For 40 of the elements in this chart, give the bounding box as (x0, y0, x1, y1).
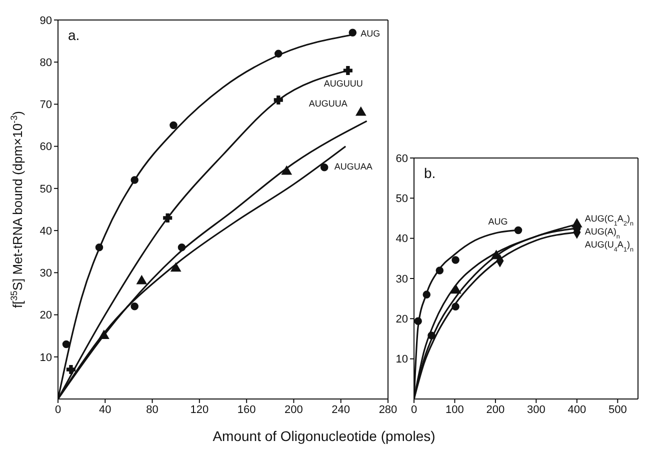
x-tick-label: 100 (446, 404, 464, 416)
x-axis-title: Amount of Oligonucleotide (pmoles) (212, 428, 436, 444)
x-tick-label: 80 (146, 404, 158, 416)
y-tick-label: 90 (40, 14, 52, 27)
series-label: AUGUUU (324, 78, 363, 89)
y-tick-label: 30 (396, 273, 408, 286)
y-tick-label: 60 (396, 152, 408, 165)
y-tick-label: 60 (40, 141, 52, 154)
series-label: AUGUAA (334, 161, 372, 172)
x-tick-label: 240 (332, 404, 350, 416)
x-tick-label: 200 (486, 404, 505, 416)
series-label: AUG(C$_{1}$A$_{2}$)$_{n}$ (584, 213, 634, 227)
x-tick-label: 0 (54, 404, 62, 416)
x-tick-label: 120 (190, 404, 209, 416)
x-tick-label: 200 (284, 404, 303, 416)
x-tick-label: 40 (99, 404, 112, 416)
x-tick-label: 500 (608, 404, 627, 416)
y-tick-label: 40 (40, 225, 52, 238)
series-label: AUGUUA (308, 98, 348, 109)
y-tick-label: 70 (40, 99, 52, 112)
x-tick-label: 280 (378, 404, 398, 416)
series-label: AUG (360, 28, 380, 39)
y-tick-label: 50 (396, 193, 408, 206)
y-tick-label: 80 (40, 57, 52, 70)
x-tick-label: 160 (237, 404, 256, 416)
y-tick-label: 30 (40, 268, 52, 280)
annotation: a. (68, 27, 80, 43)
x-tick-label: 0 (410, 404, 418, 416)
x-tick-label: 300 (527, 404, 546, 416)
series-label: AUG (488, 216, 508, 226)
y-tick-label: 10 (40, 352, 52, 364)
x-tick-label: 400 (568, 404, 586, 416)
y-tick-label: 50 (40, 183, 52, 196)
y-tick-label: 20 (396, 314, 408, 326)
y-tick-label: 20 (40, 310, 52, 322)
annotation: b. (424, 165, 436, 181)
series-label: AUG(U$_{4}$A$_{1}$)$_{n}$ (584, 239, 634, 253)
y-tick-label: 10 (396, 354, 408, 366)
series-label: AUG(A)$_{n}$ (584, 226, 620, 240)
y-tick-label: 40 (396, 233, 408, 246)
